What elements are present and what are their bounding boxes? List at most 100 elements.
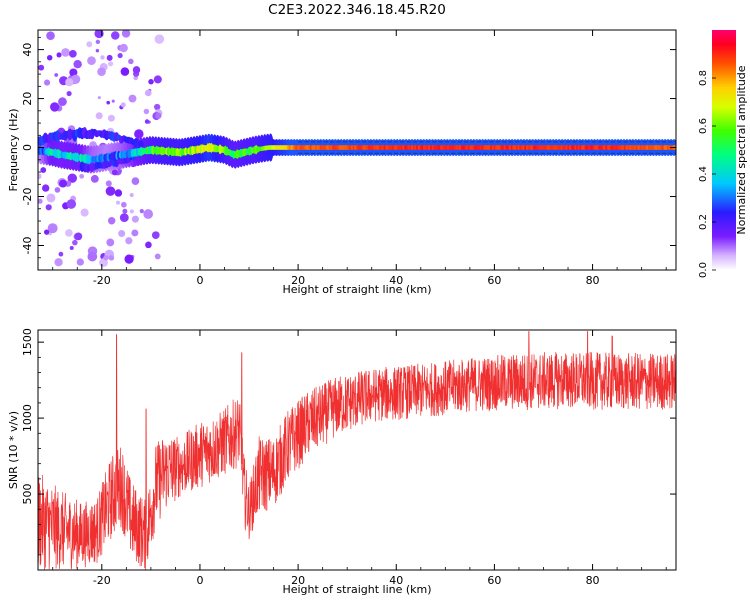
spectrogram-panel: -20 0 20 40 60 80 -40 -20 0 20 40 Height of straig… [7, 29, 677, 296]
snr-marks [38, 331, 676, 570]
noise-blob [56, 52, 62, 58]
noise-blob [38, 198, 43, 204]
noise-blob [106, 238, 115, 247]
colorbar-tick-label: 0.8 [698, 70, 709, 86]
y-tick-label: 500 [21, 484, 34, 505]
noise-blob [74, 232, 83, 241]
noise-blob [69, 49, 77, 58]
noise-blob [105, 186, 116, 196]
noise-blob [111, 99, 115, 103]
colorbar: 0.0 0.2 0.4 0.6 0.8 Normalized spectral ampl… [698, 30, 748, 278]
colorbar-tick-label: 0.2 [698, 214, 709, 230]
snr-x-axis-label: Height of straight line (km) [282, 583, 431, 596]
noise-blob [117, 53, 123, 59]
noise-blob [40, 167, 47, 173]
noise-blob [151, 231, 160, 239]
noise-blob [41, 184, 50, 192]
noise-blob [38, 173, 42, 180]
colorbar-label: Normalized spectral amplitude [735, 65, 748, 234]
noise-blob [143, 108, 150, 115]
noise-blob [43, 79, 51, 86]
x-tick-label: 20 [291, 574, 305, 587]
noise-blob [76, 258, 84, 266]
noise-blob [111, 31, 120, 40]
spectrogram-x-axis-label: Height of straight line (km) [282, 283, 431, 296]
x-tick-label: 40 [389, 274, 403, 287]
noise-blob [61, 48, 70, 57]
noise-blob [131, 177, 140, 185]
noise-blob [120, 67, 130, 76]
noise-blob [54, 258, 63, 267]
noise-blob [65, 229, 73, 237]
x-tick-label: 20 [291, 274, 305, 287]
noise-blob [124, 254, 134, 264]
noise-blob [54, 73, 59, 77]
noise-blob [118, 230, 126, 238]
noise-blob [100, 55, 105, 60]
x-tick-label: 0 [196, 574, 203, 587]
y-tick-label: -40 [21, 237, 34, 255]
noise-blob [69, 246, 74, 251]
y-tick-label: 40 [21, 43, 34, 57]
noise-blob [148, 78, 154, 85]
chart-title: C2E3.2022.346.18.45.R20 [268, 2, 446, 18]
noise-blob [59, 179, 67, 188]
noise-blob [95, 49, 100, 53]
colorbar-ticks: 0.0 0.2 0.4 0.6 0.8 [698, 70, 716, 278]
x-tick-label: 60 [487, 574, 501, 587]
noise-blob [66, 199, 77, 209]
spectrogram-ticks: -20 0 20 40 60 80 -40 -20 0 20 40 [21, 30, 676, 287]
x-tick-label: 40 [389, 574, 403, 587]
spectrogram-y-axis-label: Frequency (Hz) [7, 109, 20, 192]
noise-blob [135, 218, 139, 222]
y-tick-label: 1000 [21, 404, 34, 432]
y-tick-label: 0 [21, 144, 34, 151]
y-tick-label: 1500 [21, 328, 34, 356]
noise-blob [153, 103, 161, 111]
noise-blob [47, 223, 58, 234]
noise-blob [46, 31, 55, 41]
noise-blob [155, 112, 162, 119]
noise-blob [72, 239, 78, 246]
noise-blob [145, 241, 152, 249]
snr-series-line [38, 331, 676, 570]
noise-blob [46, 54, 53, 61]
x-tick-label: -20 [93, 274, 111, 287]
colorbar-tick-label: 0.6 [698, 118, 709, 134]
noise-blob [106, 54, 113, 61]
noise-blob [69, 68, 78, 77]
x-tick-label: 80 [586, 274, 600, 287]
noise-blob [45, 204, 52, 211]
colorbar-tick-label: 0.0 [698, 262, 709, 278]
noise-blob [129, 192, 134, 198]
noise-blob [111, 169, 118, 176]
noise-blob [153, 75, 162, 84]
snr-y-axis-label: SNR (10 * v/v) [7, 411, 20, 489]
noise-blob [107, 217, 116, 225]
noise-blob [107, 114, 115, 122]
noise-blob [65, 78, 74, 87]
noise-blob [128, 94, 137, 103]
noise-blob [86, 41, 93, 48]
noise-blob [97, 96, 101, 100]
noise-blob [103, 255, 109, 261]
colorbar-tick-label: 0.4 [698, 166, 709, 182]
noise-blob [50, 102, 60, 112]
noise-blob [134, 129, 144, 139]
noise-blob [131, 229, 139, 237]
noise-blob [43, 229, 50, 235]
noise-blob [97, 67, 106, 76]
noise-blob [108, 61, 114, 67]
noise-blob [54, 187, 61, 193]
noise-blob [121, 30, 131, 38]
spectrogram-marks [38, 30, 676, 268]
x-tick-label: 60 [487, 274, 501, 287]
noise-blob [114, 189, 123, 197]
noise-blob [106, 100, 111, 105]
noise-blob [144, 119, 150, 124]
noise-blob [95, 39, 101, 45]
noise-blob [95, 112, 103, 120]
noise-blob [120, 102, 126, 108]
noise-blob [87, 56, 96, 66]
noise-blob [66, 90, 72, 97]
